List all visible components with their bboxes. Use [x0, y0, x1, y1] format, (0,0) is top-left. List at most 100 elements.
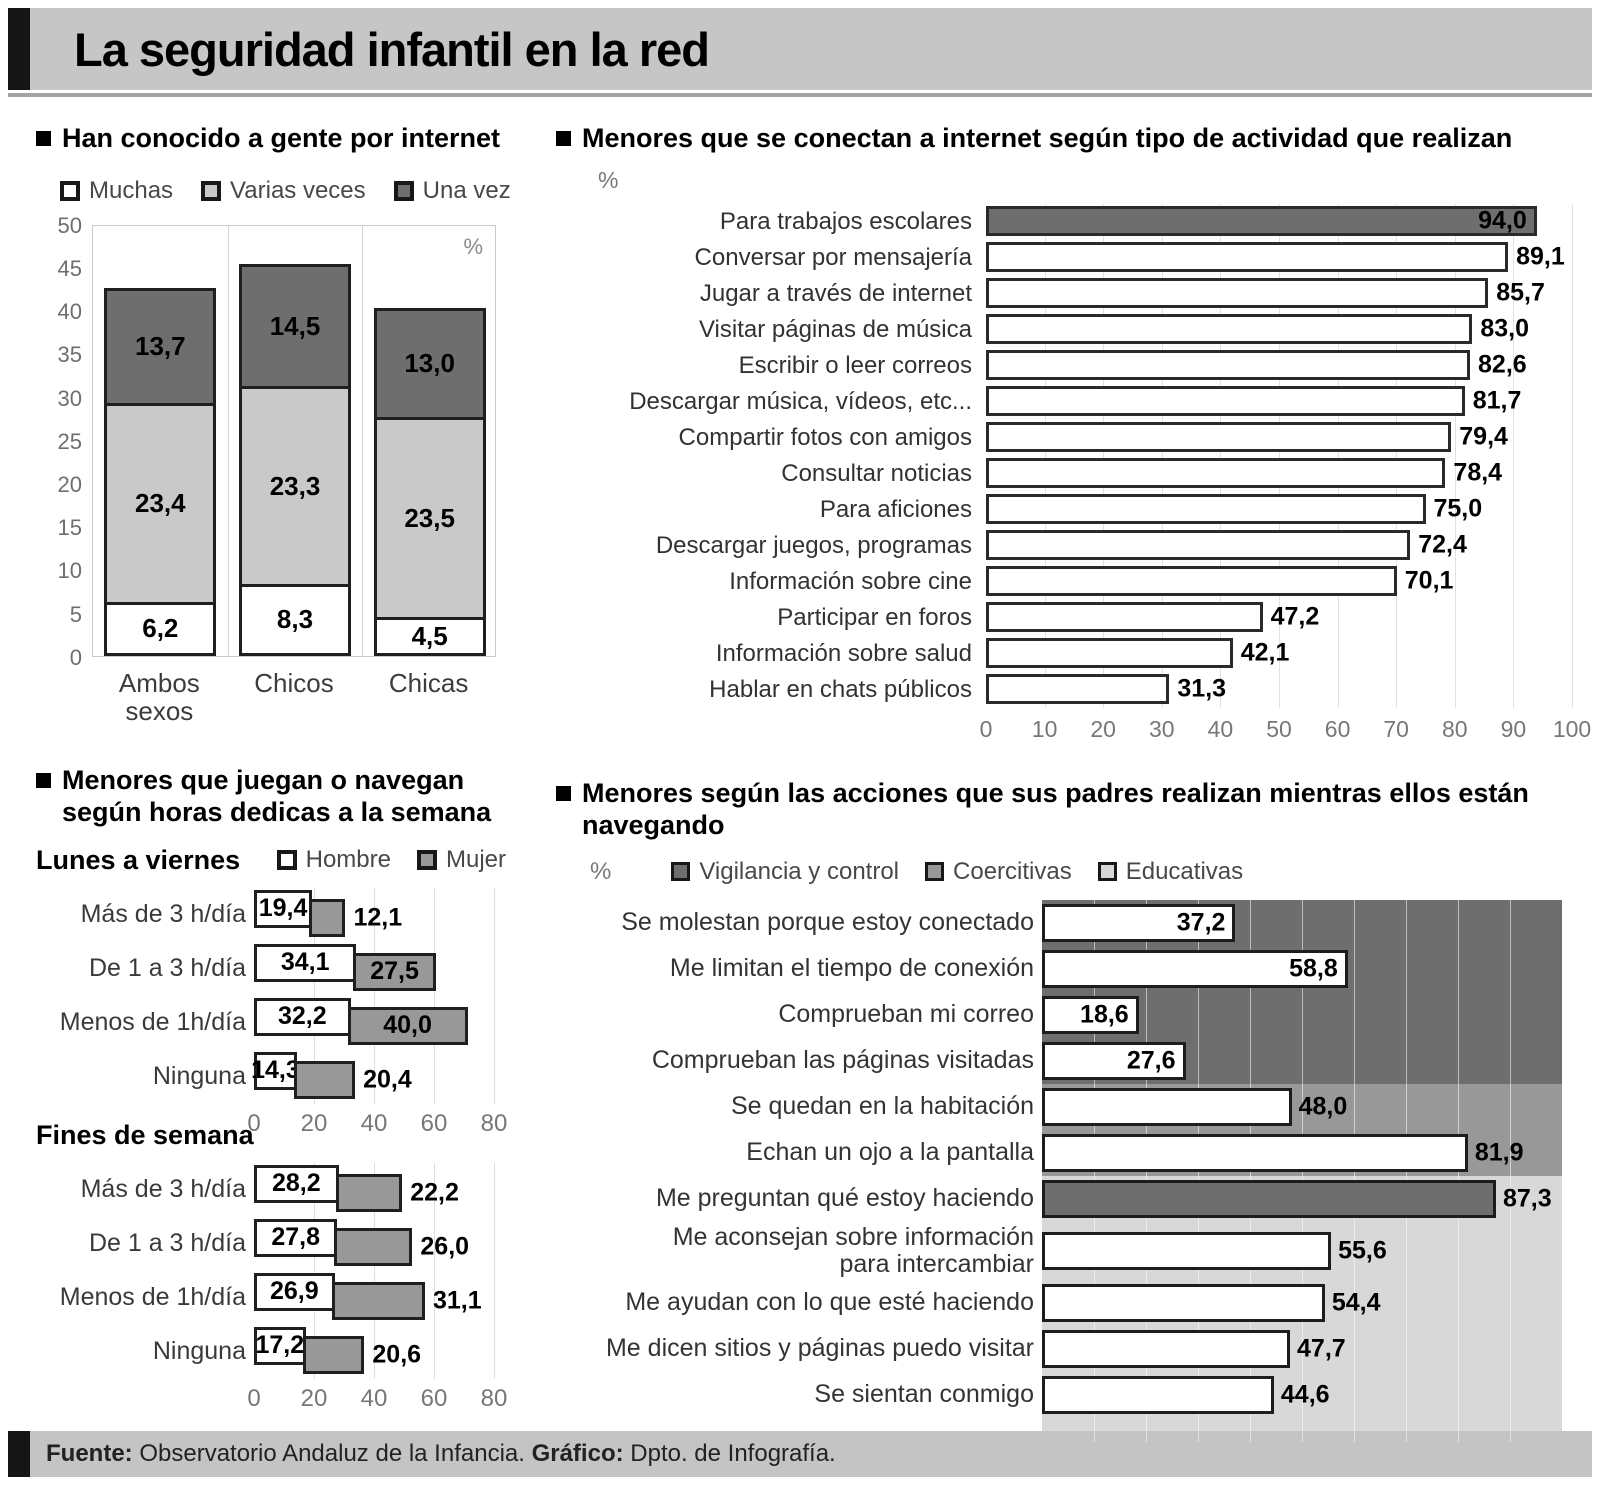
chart-conocido-gente-legend: Muchas Varias veces Una vez	[60, 176, 511, 205]
footer-edge-block	[8, 1431, 30, 1477]
bar-value-label: 27,5	[370, 957, 419, 986]
bar-value-label: 44,6	[1280, 1380, 1330, 1409]
legend-label: Educativas	[1125, 857, 1244, 885]
grid-line	[1337, 203, 1339, 708]
grid-line	[362, 225, 364, 656]
bar-value-label: 78,4	[1453, 458, 1503, 487]
legend-item: Hombre	[276, 846, 391, 874]
bar	[1042, 1041, 1186, 1080]
bar	[1042, 1179, 1496, 1218]
category-label: Menos de 1h/día	[59, 1008, 246, 1037]
grid-line	[1572, 203, 1573, 708]
bar-value-label: 14,3	[251, 1056, 300, 1085]
bar-segment-hombre: 28,2	[254, 1164, 339, 1203]
bar-value-label: 31,3	[1177, 674, 1227, 703]
footer-source-label: Fuente:	[46, 1440, 133, 1467]
bar-value-label: 31,1	[433, 1286, 482, 1315]
subchart-header: Fines de semana	[36, 1120, 506, 1151]
header-inner: La seguridad infantil en la red	[8, 8, 1592, 90]
bar-value-label: 82,6	[1478, 350, 1527, 379]
legend-label: Varias veces	[230, 176, 366, 204]
category-label: Chicas	[388, 667, 469, 698]
bar-value-label: 34,1	[280, 948, 330, 977]
grid-line	[1279, 203, 1280, 708]
bar	[986, 205, 1537, 236]
bar-value-label: 54,4	[1331, 1288, 1381, 1317]
footer-source-text: Observatorio Andaluz de la Infancia.	[132, 1440, 532, 1467]
chart-horas-semana-canvas: Lunes a viernes Hombre Mujer Más de 3 h/día…	[36, 845, 507, 1412]
subchart-label: Fines de semana	[36, 1119, 254, 1150]
bar	[986, 601, 1263, 632]
category-label: Consultar noticias	[781, 459, 972, 487]
bar-segment-mujer: 27,5	[353, 952, 436, 991]
bar-segment: 13,0	[373, 307, 486, 420]
legend-label: Muchas	[89, 176, 174, 204]
legend-item: Educativas	[1097, 857, 1244, 886]
category-label: Más de 3 h/día	[80, 1175, 246, 1204]
chart-actividades-unit-label: %	[598, 166, 619, 193]
legend-item: Coercitivas	[925, 858, 1072, 886]
grid-line	[1161, 203, 1163, 708]
bar-value-label: 27,6	[1126, 1046, 1176, 1075]
chart-acciones-padres-legend: % Vigilancia y control Coercitivas Educati…	[590, 858, 1572, 886]
grid-line	[227, 225, 229, 656]
bar-value-label: 4,5	[411, 620, 448, 651]
bar-segment: 23,5	[373, 416, 486, 620]
bar-segment-mujer: 40,0	[347, 1006, 468, 1045]
unit-label: %	[463, 233, 483, 259]
category-label: Me limitan el tiempo de conexión	[669, 954, 1034, 983]
grid-line	[1510, 899, 1511, 1442]
legend-label: Mujer	[445, 846, 506, 874]
category-label: Información sobre salud	[715, 639, 972, 667]
chart-acciones-padres-canvas: Se molestan porque estoy conectado 37,2 Me…	[556, 899, 1572, 1460]
bar-value-label: 17,2	[255, 1331, 305, 1360]
footer-text: Fuente: Observatorio Andaluz de la Infan…	[30, 1431, 1592, 1477]
y-tick-label: 25	[57, 428, 82, 454]
category-label: Se sientan conmigo	[814, 1380, 1034, 1409]
title-line-1: Menores según las acciones que sus padre…	[582, 777, 1529, 808]
x-tick-label: 40	[360, 1384, 388, 1412]
x-tick-label: 50	[1266, 715, 1292, 742]
bar	[986, 673, 1170, 704]
bar-value-label: 28,2	[271, 1169, 321, 1198]
x-tick-label: 30	[1149, 715, 1175, 742]
x-tick-label: 40	[1207, 715, 1234, 742]
category-label: De 1 a 3 h/día	[88, 1229, 246, 1258]
grid-line	[434, 887, 435, 1104]
chart-conocido-gente-title: Han conocido a gente por internet	[36, 123, 506, 155]
bar-segment-mujer	[334, 1227, 413, 1266]
grid-line	[494, 887, 495, 1104]
grid-line	[314, 887, 315, 1104]
x-tick-label: 80	[480, 1384, 508, 1412]
category-label: Me preguntan qué estoy haciendo	[655, 1184, 1034, 1213]
bar-value-label: 32,2	[277, 1002, 327, 1031]
bar-segment-hombre: 19,4	[254, 889, 313, 928]
bar-value-label: 48,0	[1298, 1092, 1348, 1121]
x-tick-label: 20	[300, 1109, 328, 1137]
bar	[1042, 903, 1236, 942]
y-tick-label: 0	[69, 644, 82, 670]
bar-value-label: 22,2	[410, 1178, 459, 1207]
grid-line	[374, 1162, 375, 1379]
x-tick-label: 80	[1442, 715, 1468, 742]
subchart-rows: Más de 3 h/día 19,4 12,1 De 1 a 3 h/día 34,1…	[36, 887, 507, 1137]
grid-line	[1396, 203, 1398, 708]
chart-actividades-title-text: Menores que se conectan a internet según…	[582, 123, 1513, 153]
x-tick-label: 20	[300, 1384, 328, 1412]
y-tick-label: 50	[57, 212, 82, 238]
y-tick-label: 20	[57, 472, 82, 498]
x-tick-label: 0	[979, 715, 993, 742]
subchart-weekdays: Lunes a viernes Hombre Mujer Más de 3 h/día…	[36, 845, 507, 1137]
x-tick-label: 10	[1031, 715, 1058, 742]
category-label: Se quedan en la habitación	[730, 1092, 1034, 1121]
category-label: Hablar en chats públicos	[709, 675, 972, 703]
bar	[986, 385, 1465, 416]
category-label: Echan un ojo a la pantalla	[746, 1138, 1034, 1167]
bar-segment-mujer	[293, 1060, 356, 1099]
category-label: Se molestan porque estoy conectado	[621, 908, 1034, 937]
bar-value-label: 19,4	[258, 894, 308, 923]
bar-segment: 23,4	[104, 402, 217, 605]
left-column: Han conocido a gente por internet Muchas…	[36, 123, 511, 1460]
bar-value-label: 94,0	[1478, 206, 1527, 235]
legend-swatch-icon	[393, 180, 414, 201]
